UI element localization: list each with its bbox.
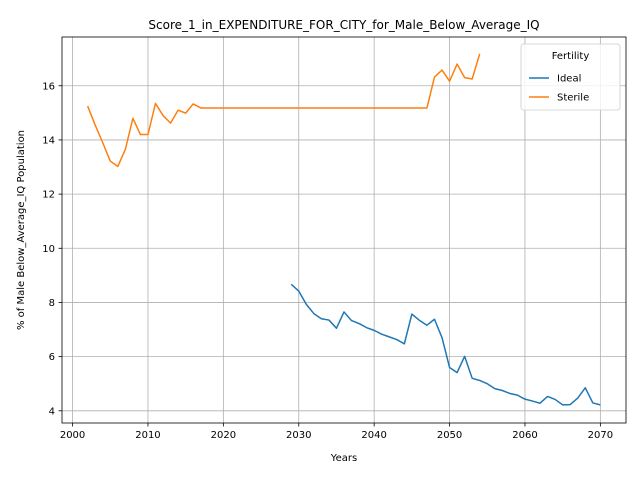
series-lines: [86, 53, 601, 406]
x-tick-label: 2010: [135, 430, 160, 441]
legend-label-sterile: Sterile: [557, 93, 589, 104]
chart-title: Score_1_in_EXPENDITURE_FOR_CITY_for_Male…: [148, 18, 539, 32]
x-tick-label: 2020: [211, 430, 236, 441]
x-tick-label: 2040: [361, 430, 386, 441]
legend-box: [520, 43, 621, 111]
x-axis-label: Years: [330, 453, 357, 464]
legend: Fertility Ideal Sterile: [520, 43, 621, 111]
y-tick-label: 6: [49, 352, 55, 363]
y-tick-label: 12: [42, 190, 55, 201]
series-line-sterile: [86, 53, 481, 168]
y-tick-label: 8: [49, 298, 55, 309]
x-tick-label: 2000: [60, 430, 85, 441]
legend-label-ideal: Ideal: [557, 74, 581, 85]
x-tick-label: 2030: [286, 430, 311, 441]
y-axis-ticks: 4 6 8 10 12 14 16: [42, 81, 62, 417]
y-axis-label: % of Male Below_Average_IQ Population: [16, 130, 27, 330]
series-line-ideal: [290, 283, 601, 406]
x-tick-label: 2060: [512, 430, 537, 441]
plot-frame: [61, 36, 627, 424]
y-tick-label: 4: [49, 406, 55, 417]
x-tick-label: 2050: [437, 430, 462, 441]
y-tick-label: 16: [42, 81, 55, 92]
legend-title: Fertility: [552, 51, 590, 62]
x-axis-ticks: 2000 2010 2020 2030 2040 2050 2060 2070: [60, 423, 613, 441]
y-tick-label: 14: [42, 135, 55, 146]
x-tick-label: 2070: [588, 430, 613, 441]
y-tick-label: 10: [42, 244, 55, 255]
